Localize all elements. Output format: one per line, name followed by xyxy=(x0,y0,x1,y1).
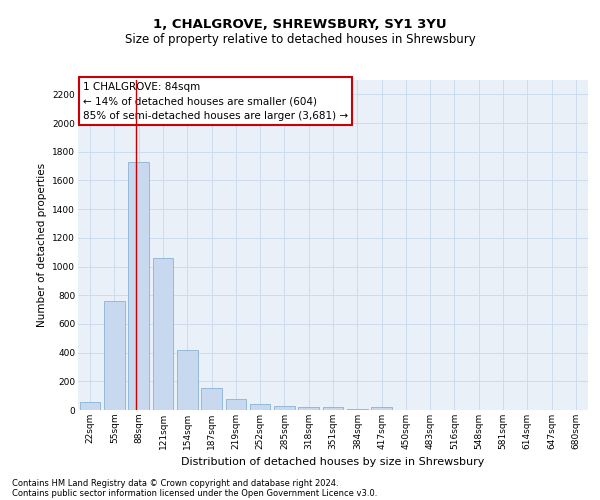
Bar xyxy=(128,162,149,410)
Text: Contains HM Land Registry data © Crown copyright and database right 2024.: Contains HM Land Registry data © Crown c… xyxy=(12,478,338,488)
Text: Size of property relative to detached houses in Shrewsbury: Size of property relative to detached ho… xyxy=(125,32,475,46)
Bar xyxy=(347,408,368,410)
Bar xyxy=(371,407,392,410)
Bar xyxy=(250,404,271,410)
Text: 1, CHALGROVE, SHREWSBURY, SY1 3YU: 1, CHALGROVE, SHREWSBURY, SY1 3YU xyxy=(153,18,447,30)
Bar xyxy=(201,388,222,410)
Bar xyxy=(274,406,295,410)
Bar xyxy=(152,258,173,410)
Bar xyxy=(177,350,197,410)
Bar xyxy=(80,402,100,410)
Bar xyxy=(104,301,125,410)
Bar xyxy=(226,398,246,410)
Bar xyxy=(323,408,343,410)
Text: 1 CHALGROVE: 84sqm
← 14% of detached houses are smaller (604)
85% of semi-detach: 1 CHALGROVE: 84sqm ← 14% of detached hou… xyxy=(83,82,348,121)
Y-axis label: Number of detached properties: Number of detached properties xyxy=(37,163,47,327)
X-axis label: Distribution of detached houses by size in Shrewsbury: Distribution of detached houses by size … xyxy=(181,458,485,468)
Text: Contains public sector information licensed under the Open Government Licence v3: Contains public sector information licen… xyxy=(12,488,377,498)
Bar xyxy=(298,408,319,410)
